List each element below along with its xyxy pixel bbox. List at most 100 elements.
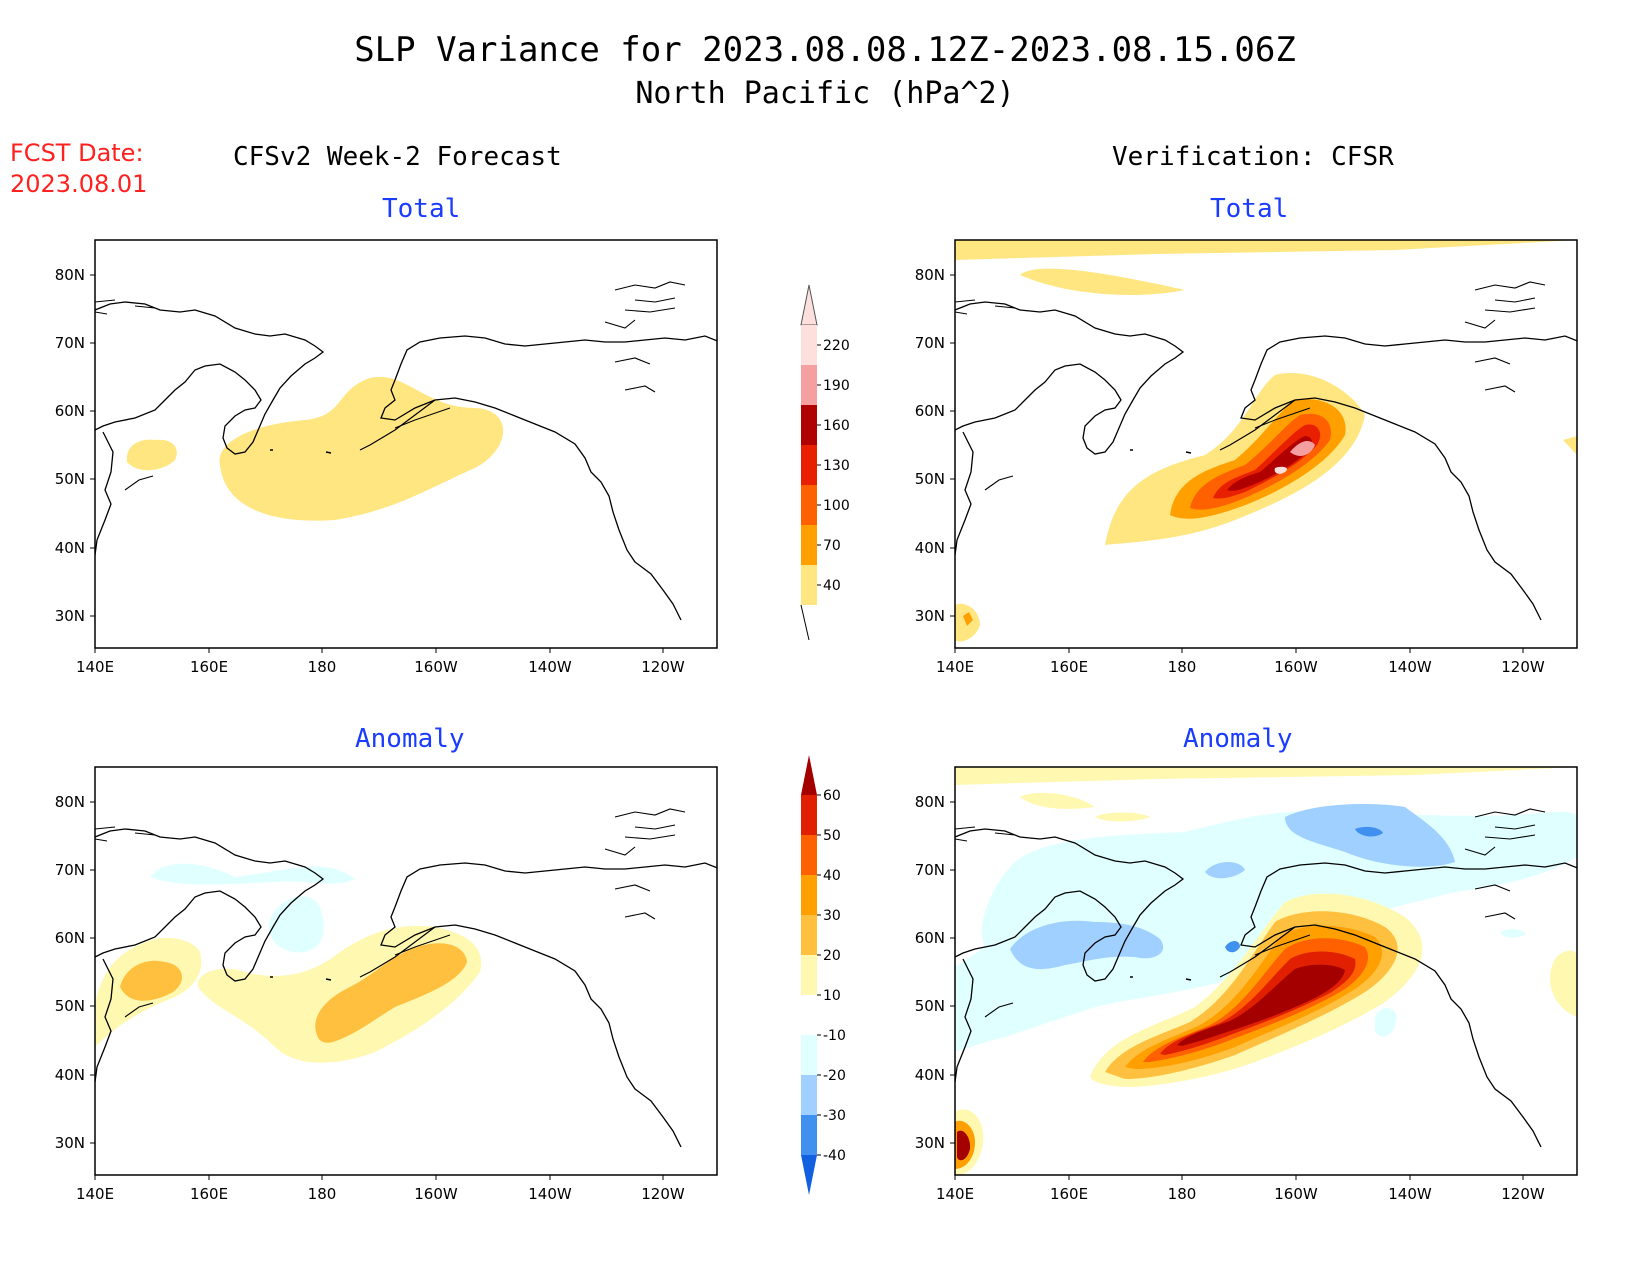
lat-label: 40N — [915, 539, 945, 557]
contour-fill — [1290, 440, 1315, 456]
lat-label: 50N — [55, 470, 85, 488]
lat-label: 50N — [915, 997, 945, 1015]
lat-label: 70N — [915, 861, 945, 879]
contour-fill — [1500, 929, 1525, 938]
colorbar-label: -10 — [823, 1028, 846, 1044]
lat-label: 80N — [915, 266, 945, 284]
map-frame — [954, 766, 1578, 1176]
lon-label: 140E — [936, 658, 974, 676]
map-forecast-total: 80N 70N 60N 50N 40N 30N 140E 160E 180 160W 140W 120… — [55, 239, 718, 676]
colorbar-total: 220 190 160 130 100 70 40 — [800, 284, 850, 641]
lon-label: 180 — [308, 1185, 337, 1203]
lat-label: 70N — [55, 334, 85, 352]
colorbar-segment — [801, 955, 817, 995]
contour-fill — [1020, 792, 1095, 809]
contour-fill — [1563, 436, 1577, 455]
contour-fill — [1550, 950, 1577, 1017]
lat-label: 40N — [915, 1066, 945, 1084]
panel-title-verification-anomaly: Anomaly — [1183, 724, 1293, 754]
lat-label: 80N — [55, 793, 85, 811]
contour-fill — [269, 896, 324, 953]
colorbar-top-cap — [800, 284, 818, 326]
lon-label: 160E — [1050, 1185, 1088, 1203]
lon-label: 140W — [528, 658, 572, 676]
lat-label: 50N — [915, 470, 945, 488]
lon-label: 180 — [1168, 1185, 1197, 1203]
colorbar-segment — [801, 1035, 817, 1075]
map-forecast-anomaly: 80N 70N 60N 50N 40N 30N 140E 160E 180 160W 140W 120… — [55, 766, 718, 1203]
lat-label: 80N — [55, 266, 85, 284]
lat-label: 70N — [915, 334, 945, 352]
colorbar-label: -20 — [823, 1068, 846, 1084]
lat-label: 60N — [55, 402, 85, 420]
contour-fill — [963, 612, 973, 626]
lon-label: 140E — [936, 1185, 974, 1203]
lon-label: 160W — [1274, 658, 1318, 676]
panel-title-verification-total: Total — [1210, 194, 1289, 224]
contour-fill — [315, 943, 467, 1043]
lon-label: 160W — [1274, 1185, 1318, 1203]
lon-label: 160E — [190, 1185, 228, 1203]
colorbar-segment — [801, 405, 817, 445]
lon-label: 120W — [1501, 658, 1545, 676]
colorbar-segment — [801, 1075, 817, 1115]
colorbar-label: 160 — [823, 418, 850, 434]
lon-label: 140E — [76, 658, 114, 676]
colorbar-top-cap — [801, 755, 817, 795]
column-header-verification: Verification: CFSR — [1112, 142, 1394, 172]
contour-fill — [955, 240, 1577, 260]
colorbar-label: 30 — [823, 908, 841, 924]
lat-label: 70N — [55, 861, 85, 879]
lat-label: 30N — [915, 607, 945, 625]
colorbar-label: 60 — [823, 788, 841, 804]
contour-fill — [150, 863, 355, 885]
contour-fill — [1227, 436, 1313, 491]
colorbar-label: 70 — [823, 538, 841, 554]
colorbar-segment — [801, 995, 817, 1035]
lat-label: 80N — [915, 793, 945, 811]
contour-fill — [1010, 920, 1164, 970]
colorbar-label: -30 — [823, 1108, 846, 1124]
lon-label: 160E — [1050, 658, 1088, 676]
colorbar-anomaly: 60 50 40 30 20 10 -10 -20 -30 -40 — [801, 755, 846, 1195]
chart-title: SLP Variance for 2023.08.08.12Z-2023.08.… — [354, 30, 1296, 70]
colorbar-label: 130 — [823, 458, 850, 474]
colorbar-label: 50 — [823, 828, 841, 844]
lat-label: 60N — [55, 929, 85, 947]
contour-fill — [120, 960, 183, 1001]
colorbar-label: 40 — [823, 578, 841, 594]
fcst-date: 2023.08.01 — [10, 170, 148, 198]
map-verification-anomaly: 80N 70N 60N 50N 40N 30N 140E 160E 180 160W 140W 120… — [915, 766, 1578, 1203]
lon-label: 160E — [190, 658, 228, 676]
colorbar-segment — [801, 915, 817, 955]
contour-fill — [1205, 861, 1245, 879]
colorbar-segment — [801, 445, 817, 485]
map-verification-total: 80N 70N 60N 50N 40N 30N 140E 160E 180 160W 140W 120… — [915, 239, 1578, 676]
lon-label: 180 — [1168, 658, 1197, 676]
contour-fill — [95, 989, 109, 1037]
colorbar-label: 20 — [823, 948, 841, 964]
contour-fill — [1375, 1008, 1397, 1037]
lat-label: 30N — [915, 1134, 945, 1152]
contour-fill — [1095, 812, 1150, 822]
colorbar-bottom-cap — [800, 604, 810, 641]
colorbar-label: 40 — [823, 868, 841, 884]
chart-subtitle: North Pacific (hPa^2) — [635, 76, 1015, 111]
colorbar-label: -40 — [823, 1148, 846, 1164]
colorbar-label: 10 — [823, 988, 841, 1004]
colorbar-segment — [801, 325, 817, 365]
contour-fill — [955, 767, 1577, 785]
lon-label: 140W — [1388, 658, 1432, 676]
colorbar-segment — [801, 875, 817, 915]
lat-label: 60N — [915, 929, 945, 947]
lat-label: 30N — [55, 607, 85, 625]
lon-label: 160W — [414, 658, 458, 676]
colorbar-segment — [801, 365, 817, 405]
lat-label: 50N — [55, 997, 85, 1015]
contour-fill — [1177, 964, 1345, 1046]
colorbar-segment — [801, 795, 817, 835]
lon-label: 160W — [414, 1185, 458, 1203]
contour-fill — [1225, 941, 1240, 953]
lon-label: 120W — [641, 1185, 685, 1203]
